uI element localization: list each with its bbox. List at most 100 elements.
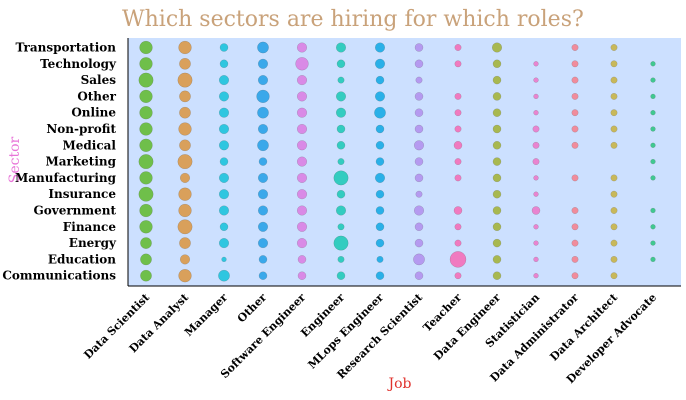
data-point <box>139 171 153 185</box>
data-point <box>177 154 193 170</box>
data-point <box>178 40 192 55</box>
y-tick-label: Communications <box>2 269 116 283</box>
x-tick-label: Manager <box>182 291 230 339</box>
x-axis-title: Job <box>386 376 411 392</box>
data-point <box>413 205 425 216</box>
data-point <box>571 76 579 84</box>
data-point <box>414 108 424 117</box>
data-point <box>453 141 463 150</box>
data-point <box>177 72 193 88</box>
y-tick-label: Insurance <box>48 187 116 201</box>
data-point <box>571 239 579 247</box>
data-point <box>336 189 346 199</box>
data-point <box>610 44 618 51</box>
data-point <box>296 123 308 135</box>
data-point <box>650 142 656 148</box>
data-point <box>610 109 618 117</box>
data-point <box>650 126 656 132</box>
data-point <box>414 238 424 248</box>
data-point <box>650 77 656 83</box>
data-point <box>374 42 386 53</box>
data-point <box>138 72 154 88</box>
data-point <box>492 255 502 264</box>
data-point <box>218 189 230 200</box>
data-point <box>375 157 385 166</box>
data-point <box>414 43 424 52</box>
data-point <box>610 272 618 280</box>
data-point <box>139 89 153 104</box>
data-point <box>532 141 540 149</box>
data-point <box>296 205 308 216</box>
data-point <box>178 203 192 218</box>
data-point <box>139 138 153 152</box>
x-tick-label: Data Engineer <box>431 291 503 363</box>
data-point <box>533 175 539 181</box>
data-point <box>492 238 502 248</box>
data-point <box>336 124 346 134</box>
data-point <box>374 172 386 183</box>
data-point <box>532 158 540 166</box>
data-point <box>610 125 618 133</box>
data-point <box>179 57 191 70</box>
y-tick-label: Technology <box>40 57 117 71</box>
data-point <box>454 272 462 280</box>
data-point <box>179 106 191 119</box>
data-point <box>139 122 153 136</box>
data-point <box>415 190 423 198</box>
data-point <box>610 255 618 263</box>
data-point <box>179 254 191 265</box>
data-point <box>337 158 345 166</box>
data-point <box>178 122 192 136</box>
y-tick-label: Sales <box>81 73 117 87</box>
data-point <box>414 59 424 69</box>
data-point <box>650 175 656 181</box>
y-tick-label: Manufacturing <box>15 171 117 185</box>
data-point <box>258 255 268 264</box>
data-point <box>571 141 579 149</box>
data-point <box>492 206 502 215</box>
data-point <box>414 222 424 232</box>
data-point <box>492 124 502 134</box>
data-point <box>335 205 347 216</box>
data-point <box>257 41 269 54</box>
chart-title: Which sectors are hiring for which roles… <box>122 7 584 32</box>
data-point <box>650 158 656 165</box>
data-point <box>571 223 579 231</box>
data-point <box>218 140 230 151</box>
data-point <box>138 186 154 202</box>
x-tick-label: Data Architect <box>547 290 620 363</box>
data-point <box>492 92 502 101</box>
data-point <box>138 154 154 170</box>
data-point <box>218 172 230 183</box>
data-point <box>415 76 423 84</box>
data-point <box>218 238 230 249</box>
y-tick-label: Online <box>71 106 116 120</box>
data-point <box>296 42 308 53</box>
y-axis-title: Sector <box>7 136 23 183</box>
data-point <box>296 221 308 232</box>
data-point <box>296 140 308 151</box>
data-point <box>374 91 386 102</box>
data-point <box>454 125 462 133</box>
data-point <box>531 206 541 215</box>
data-point <box>414 157 424 166</box>
data-point <box>336 271 346 280</box>
data-point <box>179 90 191 103</box>
data-point <box>650 207 656 214</box>
data-point <box>491 42 503 53</box>
data-point <box>337 76 345 84</box>
data-point <box>256 89 270 104</box>
data-point <box>335 107 347 118</box>
data-point <box>375 206 385 215</box>
data-point <box>219 222 229 232</box>
data-point <box>454 92 462 100</box>
data-point <box>533 256 539 263</box>
data-point <box>296 156 308 167</box>
data-point <box>257 205 269 216</box>
y-tick-label: Non-profit <box>46 122 116 136</box>
x-tick-label: Data Scientist <box>81 290 152 361</box>
data-point <box>650 110 656 116</box>
data-point <box>650 240 656 246</box>
data-point <box>296 107 308 118</box>
data-point <box>178 269 192 283</box>
